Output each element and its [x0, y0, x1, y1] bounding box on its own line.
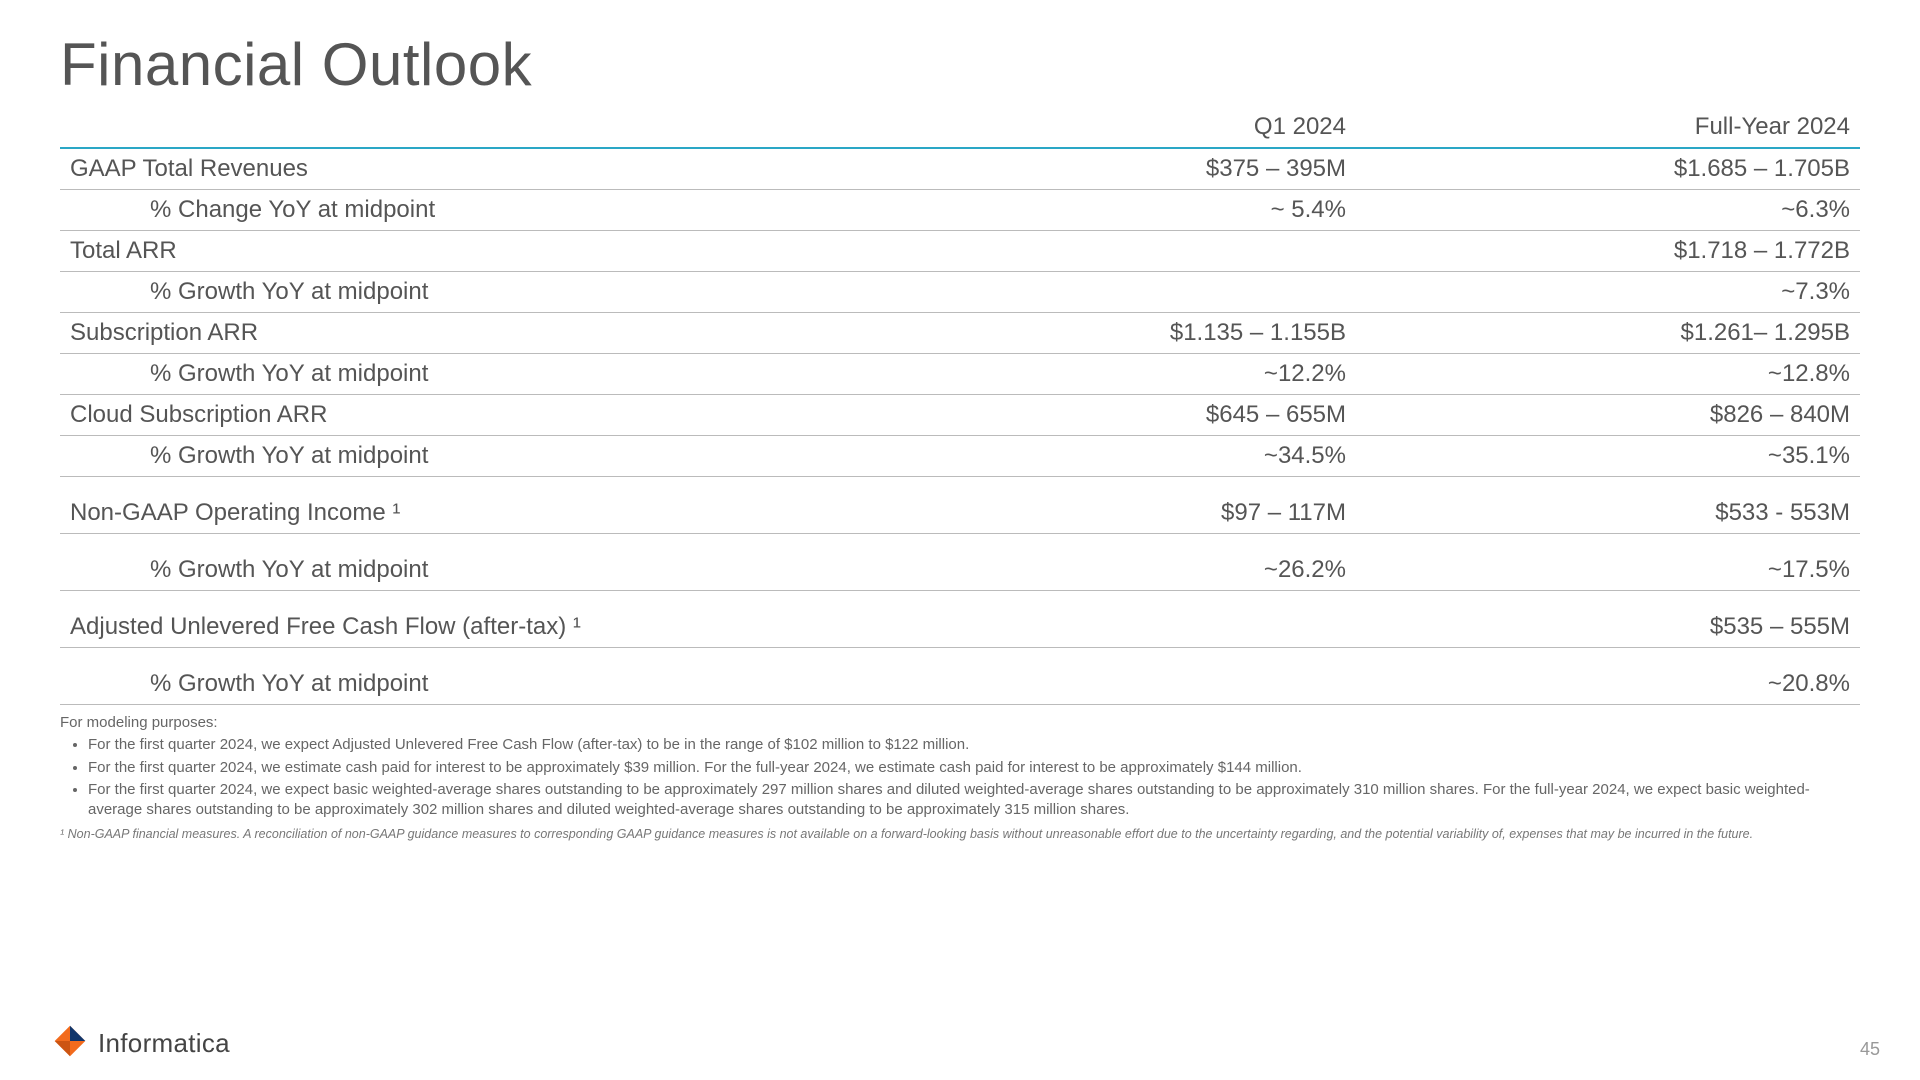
metric-cell: % Growth YoY at midpoint [60, 436, 852, 477]
q1-cell: $97 – 117M [852, 477, 1356, 534]
metric-cell: % Growth YoY at midpoint [60, 648, 852, 705]
metric-cell: % Growth YoY at midpoint [60, 534, 852, 591]
fy-cell: $1.718 – 1.772B [1356, 231, 1860, 272]
q1-cell: ~34.5% [852, 436, 1356, 477]
col-q1: Q1 2024 [852, 109, 1356, 148]
note-bullet: For the first quarter 2024, we expect Ad… [88, 735, 1860, 755]
fy-cell: $535 – 555M [1356, 591, 1860, 648]
table-row: Cloud Subscription ARR$645 – 655M$826 – … [60, 395, 1860, 436]
metric-cell: Adjusted Unlevered Free Cash Flow (after… [60, 591, 852, 648]
q1-cell: ~12.2% [852, 354, 1356, 395]
table-row: Non-GAAP Operating Income ¹$97 – 117M$53… [60, 477, 1860, 534]
notes-lead: For modeling purposes: [60, 713, 1860, 733]
q1-cell: $1.135 – 1.155B [852, 313, 1356, 354]
fy-cell: $1.261– 1.295B [1356, 313, 1860, 354]
fy-cell: ~12.8% [1356, 354, 1860, 395]
fy-cell: $1.685 – 1.705B [1356, 148, 1860, 190]
metric-cell: % Change YoY at midpoint [60, 190, 852, 231]
q1-cell: ~26.2% [852, 534, 1356, 591]
table-row: % Growth YoY at midpoint~12.2%~12.8% [60, 354, 1860, 395]
footer: Informatica [52, 1023, 230, 1064]
brand-name: Informatica [98, 1028, 230, 1059]
metric-cell: Total ARR [60, 231, 852, 272]
fy-cell: ~6.3% [1356, 190, 1860, 231]
table-row: Total ARR $1.718 – 1.772B [60, 231, 1860, 272]
q1-cell [852, 231, 1356, 272]
fy-cell: ~17.5% [1356, 534, 1860, 591]
fy-cell: ~20.8% [1356, 648, 1860, 705]
nongaap-disclaimer: ¹ Non-GAAP financial measures. A reconci… [60, 826, 1860, 842]
table-row: Subscription ARR$1.135 – 1.155B$1.261– 1… [60, 313, 1860, 354]
table-row: % Growth YoY at midpoint ~20.8% [60, 648, 1860, 705]
table-row: Adjusted Unlevered Free Cash Flow (after… [60, 591, 1860, 648]
table-row: % Change YoY at midpoint~ 5.4%~6.3% [60, 190, 1860, 231]
col-fullyear: Full-Year 2024 [1356, 109, 1860, 148]
metric-cell: Cloud Subscription ARR [60, 395, 852, 436]
metric-cell: Subscription ARR [60, 313, 852, 354]
table-row: % Growth YoY at midpoint ~7.3% [60, 272, 1860, 313]
note-bullet: For the first quarter 2024, we estimate … [88, 758, 1860, 778]
table-row: % Growth YoY at midpoint~26.2%~17.5% [60, 534, 1860, 591]
q1-cell: $645 – 655M [852, 395, 1356, 436]
table-row: GAAP Total Revenues$375 – 395M$1.685 – 1… [60, 148, 1860, 190]
metric-cell: % Growth YoY at midpoint [60, 354, 852, 395]
col-metric [60, 109, 852, 148]
q1-cell [852, 272, 1356, 313]
fy-cell: $533 - 553M [1356, 477, 1860, 534]
modeling-notes: For modeling purposes: For the first qua… [60, 713, 1860, 820]
outlook-table: Q1 2024 Full-Year 2024 GAAP Total Revenu… [60, 109, 1860, 705]
metric-cell: Non-GAAP Operating Income ¹ [60, 477, 852, 534]
informatica-logo-icon [52, 1023, 88, 1064]
metric-cell: % Growth YoY at midpoint [60, 272, 852, 313]
page-title: Financial Outlook [60, 30, 1860, 99]
fy-cell: ~7.3% [1356, 272, 1860, 313]
page-number: 45 [1860, 1039, 1880, 1060]
table-row: % Growth YoY at midpoint~34.5%~35.1% [60, 436, 1860, 477]
table-header-row: Q1 2024 Full-Year 2024 [60, 109, 1860, 148]
fy-cell: ~35.1% [1356, 436, 1860, 477]
q1-cell [852, 648, 1356, 705]
metric-cell: GAAP Total Revenues [60, 148, 852, 190]
note-bullet: For the first quarter 2024, we expect ba… [88, 780, 1860, 821]
q1-cell [852, 591, 1356, 648]
q1-cell: ~ 5.4% [852, 190, 1356, 231]
fy-cell: $826 – 840M [1356, 395, 1860, 436]
q1-cell: $375 – 395M [852, 148, 1356, 190]
